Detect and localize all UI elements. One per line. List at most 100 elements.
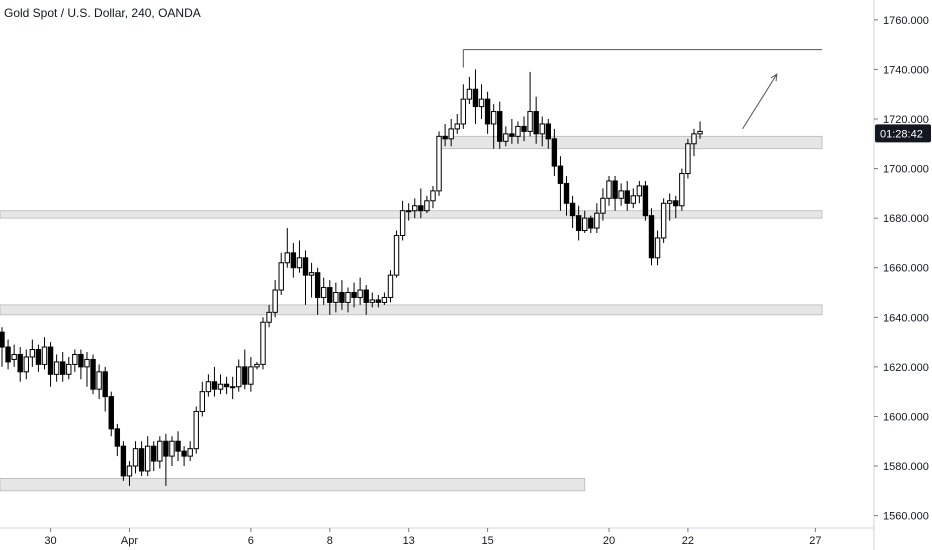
candle: [254, 361, 260, 370]
candle: [308, 262, 315, 298]
candle: [345, 287, 351, 313]
candle: [132, 441, 139, 474]
candle-body-up: [478, 98, 485, 108]
candle: [412, 198, 418, 219]
candle: [169, 436, 175, 467]
candle: [503, 126, 509, 147]
candle: [278, 252, 284, 295]
candle-body-up: [308, 272, 315, 276]
candle: [151, 441, 157, 471]
candle-body-up: [187, 448, 193, 457]
candle: [193, 406, 199, 454]
candle: [636, 180, 643, 204]
candle: [557, 156, 564, 211]
candle-body-up: [260, 321, 266, 365]
price-axis[interactable]: 1760.000 1740.000 1720.000 1700.000 1680.000…: [873, 0, 929, 550]
candle: [144, 436, 151, 476]
time-axis[interactable]: 30 Apr 6 8 13 15 20 22 27: [0, 527, 874, 547]
candle: [248, 356, 254, 392]
zone-rect-3[interactable]: [0, 478, 586, 492]
candle: [96, 364, 102, 400]
candle-body-up: [424, 200, 430, 212]
candle-body-down: [47, 346, 54, 375]
candle: [582, 210, 588, 234]
candle-body-up: [405, 210, 412, 213]
candle-body-down: [484, 98, 491, 125]
candle: [357, 277, 363, 305]
time-tick-label: 8: [327, 535, 333, 547]
candle-body-up: [345, 292, 351, 303]
candle: [660, 198, 667, 243]
candle: [654, 230, 661, 266]
candle-body-down: [472, 88, 479, 108]
price-tag-box: [875, 124, 931, 143]
candle: [527, 71, 533, 137]
candle-body-up: [454, 123, 460, 130]
candle-body-down: [181, 450, 187, 457]
candle-body-down: [563, 182, 570, 204]
candle-body-up: [266, 311, 272, 323]
candle: [612, 176, 618, 211]
candle: [673, 195, 679, 219]
candle-body-down: [314, 272, 321, 298]
candle: [454, 114, 460, 134]
candle: [187, 441, 193, 462]
candle: [333, 282, 339, 313]
candle: [53, 354, 60, 382]
candle: [23, 349, 29, 380]
price-tick-label: 1600.000: [883, 411, 929, 423]
candle: [236, 359, 242, 392]
candle: [138, 441, 145, 476]
candlestick-series: [0, 69, 703, 486]
candle: [478, 84, 485, 119]
candle: [545, 118, 551, 149]
candle-body-up: [369, 299, 375, 303]
candle-body-down: [351, 292, 357, 298]
candle-body-up: [667, 200, 673, 204]
candle-body-up: [654, 237, 661, 259]
candle-body-up: [660, 202, 667, 239]
candle-body-down: [114, 428, 121, 447]
candle: [102, 366, 108, 412]
candle-body-down: [102, 371, 108, 398]
candle: [466, 76, 473, 105]
candle: [157, 436, 163, 469]
candle-body-up: [460, 98, 467, 125]
candle-body-up: [236, 366, 242, 388]
price-tick-label: 1720.000: [883, 114, 929, 126]
candle-body-up: [126, 465, 133, 477]
zone-rect-0[interactable]: [438, 135, 823, 150]
candle-body-down: [533, 111, 539, 135]
projection-arrow-line[interactable]: [742, 74, 778, 130]
zone-rect-2[interactable]: [0, 304, 823, 316]
time-tick-label: 27: [809, 535, 821, 547]
candle: [442, 123, 448, 147]
candle: [47, 342, 54, 387]
candle-body-up: [685, 143, 691, 175]
candle-body-down: [90, 358, 96, 390]
candle: [691, 128, 697, 157]
candle-body-up: [96, 371, 102, 390]
chart-title: Gold Spot / U.S. Dollar, 240, OANDA: [4, 6, 201, 20]
candle-body-up: [594, 212, 600, 229]
candle-body-down: [509, 133, 515, 137]
candle: [685, 138, 691, 179]
price-tick-label: 1760.000: [883, 15, 929, 27]
candle-body-up: [66, 363, 72, 375]
candle: [5, 339, 11, 370]
candle: [223, 376, 230, 395]
candle-body-up: [381, 296, 388, 303]
candle-body-down: [242, 366, 248, 385]
candle-body-up: [53, 361, 60, 375]
candle: [606, 176, 612, 206]
candle-body-down: [648, 215, 655, 259]
candle: [17, 347, 23, 382]
candle-body-up: [691, 133, 697, 145]
candle: [266, 304, 272, 328]
candle-body-up: [205, 381, 212, 393]
candle-body-up: [278, 262, 284, 291]
candle: [41, 337, 48, 370]
candle-body-up: [72, 353, 78, 365]
candle-body-down: [5, 346, 11, 363]
